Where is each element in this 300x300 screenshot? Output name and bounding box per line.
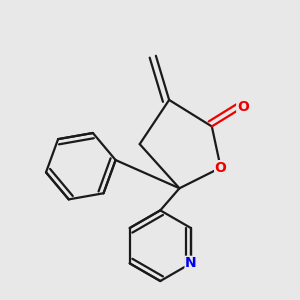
Text: N: N bbox=[185, 256, 197, 270]
Text: O: O bbox=[215, 161, 226, 175]
Text: O: O bbox=[237, 100, 249, 114]
